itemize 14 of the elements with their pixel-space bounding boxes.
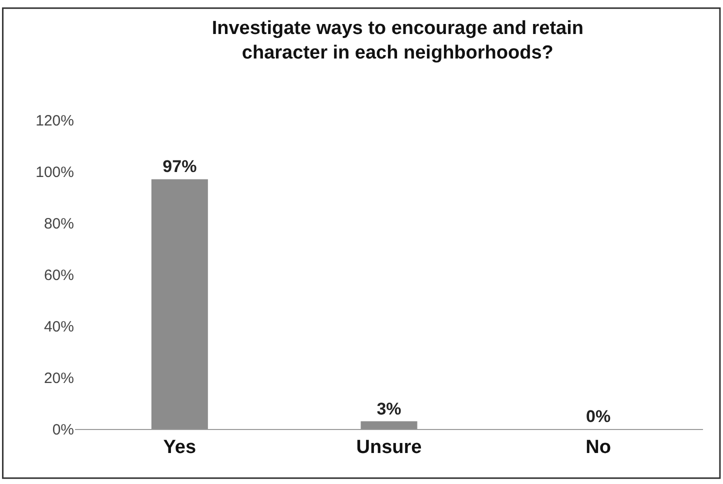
y-tick-label: 60%	[44, 266, 74, 284]
y-tick-label: 80%	[44, 215, 74, 232]
data-label: 97%	[162, 157, 197, 176]
y-tick-label: 0%	[52, 421, 74, 438]
y-tick-label: 120%	[36, 112, 74, 130]
data-label: 3%	[376, 399, 402, 418]
y-tick-label: 100%	[36, 164, 74, 181]
chart-title: Investigate ways to encourage and retain character in each neighborhoods?	[212, 18, 584, 64]
x-tick-label: No	[586, 436, 611, 458]
x-tick-label: Unsure	[356, 436, 422, 458]
y-tick-label: 40%	[44, 318, 74, 336]
x-tick-label: Yes	[163, 436, 196, 458]
data-label: 0%	[586, 407, 611, 426]
y-tick-label: 20%	[44, 370, 74, 387]
